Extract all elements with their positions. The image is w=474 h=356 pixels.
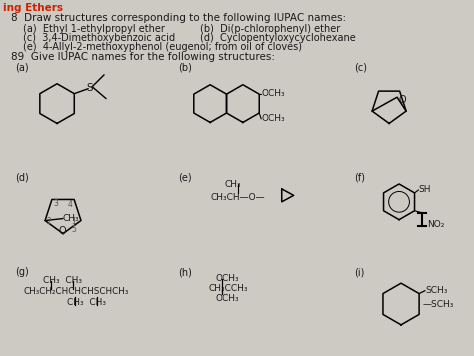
Text: SH: SH [419,185,431,194]
Text: (i): (i) [354,267,365,277]
Text: (h): (h) [178,267,192,277]
Text: (c): (c) [354,63,367,73]
Text: CH₃CH—O—: CH₃CH—O— [210,193,265,202]
Text: CH₃CH₂CHCHCHSCHCH₃: CH₃CH₂CHCHCHSCHCH₃ [23,287,128,296]
Text: CH₃CCH₃: CH₃CCH₃ [208,284,248,293]
Text: SCH₃: SCH₃ [425,286,447,295]
Text: (e): (e) [178,172,192,182]
Text: S: S [86,83,93,93]
Text: 4: 4 [67,200,72,209]
Text: (b): (b) [178,63,192,73]
Text: 5: 5 [71,225,76,234]
Text: CH₃  CH₃: CH₃ CH₃ [67,298,106,307]
Text: OCH₃: OCH₃ [261,114,285,123]
Text: CH₃: CH₃ [63,214,80,222]
Text: (c)  3,4-Dimethoxybenzoic acid: (c) 3,4-Dimethoxybenzoic acid [23,33,175,43]
Text: (a): (a) [15,63,29,73]
Text: (d): (d) [15,172,29,182]
Text: (d)  Cyclopentyloxycyclohexane: (d) Cyclopentyloxycyclohexane [200,33,356,43]
Text: 1: 1 [71,216,76,226]
Text: OCH₃: OCH₃ [215,294,239,303]
Text: (f): (f) [354,172,365,182]
Text: (b)  Di(p-chlorophenyl) ether: (b) Di(p-chlorophenyl) ether [200,24,340,34]
Text: (a)  Ethyl 1-ethylpropyl ether: (a) Ethyl 1-ethylpropyl ether [23,24,165,34]
Text: ing Ethers: ing Ethers [3,3,64,14]
Text: CH₃  CH₃: CH₃ CH₃ [43,276,82,285]
Text: OCH₃: OCH₃ [261,89,285,98]
Text: NO₂: NO₂ [427,220,444,229]
Text: O: O [398,95,406,105]
Text: 8  Draw structures corresponding to the following IUPAC names:: 8 Draw structures corresponding to the f… [11,13,346,23]
Text: (e)  4-Allyl-2-methoxyphenol (eugenol; from oil of cloves): (e) 4-Allyl-2-methoxyphenol (eugenol; fr… [23,42,302,52]
Text: 3: 3 [53,199,58,209]
Text: OCH₃: OCH₃ [215,274,239,283]
Text: —SCH₃: —SCH₃ [423,300,454,309]
Text: CH₃: CH₃ [224,180,241,189]
Text: 2: 2 [46,216,51,226]
Text: O: O [58,226,66,236]
Text: (g): (g) [15,267,29,277]
Text: 89  Give IUPAC names for the following structures:: 89 Give IUPAC names for the following st… [11,52,275,62]
